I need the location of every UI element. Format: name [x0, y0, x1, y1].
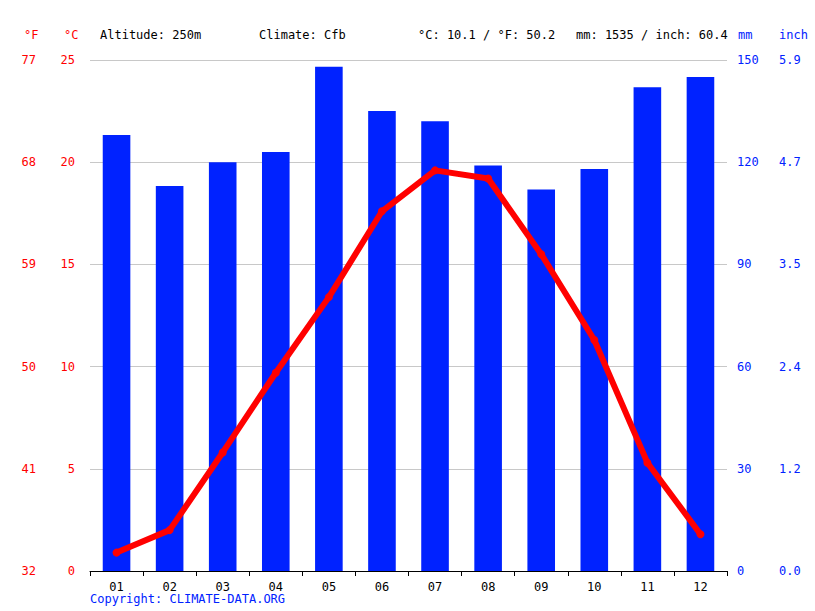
svg-text:04: 04	[269, 580, 283, 594]
svg-text:1.2: 1.2	[779, 462, 801, 476]
svg-text:Copyright: CLIMATE-DATA.ORG: Copyright: CLIMATE-DATA.ORG	[90, 592, 285, 606]
svg-text:68: 68	[22, 155, 36, 169]
svg-text:30: 30	[737, 462, 751, 476]
svg-text:15: 15	[61, 257, 75, 271]
svg-text:0: 0	[68, 564, 75, 578]
svg-text:77: 77	[22, 53, 36, 67]
svg-text:5: 5	[68, 462, 75, 476]
svg-text:120: 120	[737, 155, 759, 169]
svg-text:12: 12	[693, 580, 707, 594]
svg-text:°C: 10.1 / °F: 50.2: °C: 10.1 / °F: 50.2	[418, 28, 555, 42]
svg-text:Climate: Cfb: Climate: Cfb	[259, 28, 346, 42]
svg-text:150: 150	[737, 53, 759, 67]
svg-text:10: 10	[61, 360, 75, 374]
svg-text:3.5: 3.5	[779, 257, 801, 271]
svg-text:Altitude: 250m: Altitude: 250m	[100, 28, 201, 42]
svg-text:mm: 1535 / inch: 60.4: mm: 1535 / inch: 60.4	[576, 28, 728, 42]
svg-text:05: 05	[322, 580, 336, 594]
svg-text:mm: mm	[738, 28, 752, 42]
svg-text:0.0: 0.0	[779, 564, 801, 578]
svg-text:11: 11	[640, 580, 654, 594]
svg-text:01: 01	[109, 580, 123, 594]
svg-text:09: 09	[534, 580, 548, 594]
svg-text:0: 0	[737, 564, 744, 578]
svg-text:08: 08	[481, 580, 495, 594]
svg-text:07: 07	[428, 580, 442, 594]
svg-text:03: 03	[215, 580, 229, 594]
svg-text:10: 10	[587, 580, 601, 594]
svg-text:25: 25	[61, 53, 75, 67]
svg-text:41: 41	[22, 462, 36, 476]
svg-text:50: 50	[22, 360, 36, 374]
svg-text:°C: °C	[64, 28, 78, 42]
svg-text:20: 20	[61, 155, 75, 169]
svg-text:inch: inch	[779, 28, 808, 42]
svg-text:5.9: 5.9	[779, 53, 801, 67]
svg-text:90: 90	[737, 257, 751, 271]
svg-text:59: 59	[22, 257, 36, 271]
svg-text:02: 02	[162, 580, 176, 594]
svg-text:4.7: 4.7	[779, 155, 801, 169]
svg-text:60: 60	[737, 360, 751, 374]
svg-text:06: 06	[375, 580, 389, 594]
svg-text:°F: °F	[24, 28, 38, 42]
svg-text:2.4: 2.4	[779, 360, 801, 374]
svg-text:32: 32	[22, 564, 36, 578]
